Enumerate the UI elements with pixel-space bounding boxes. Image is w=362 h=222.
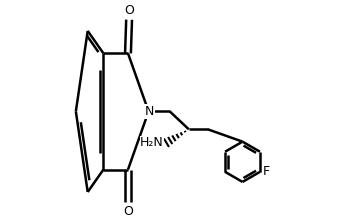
Text: H₂N: H₂N [140,136,164,149]
Text: O: O [123,205,133,218]
Text: O: O [124,4,134,17]
Text: N: N [145,105,154,118]
Text: F: F [263,165,270,178]
